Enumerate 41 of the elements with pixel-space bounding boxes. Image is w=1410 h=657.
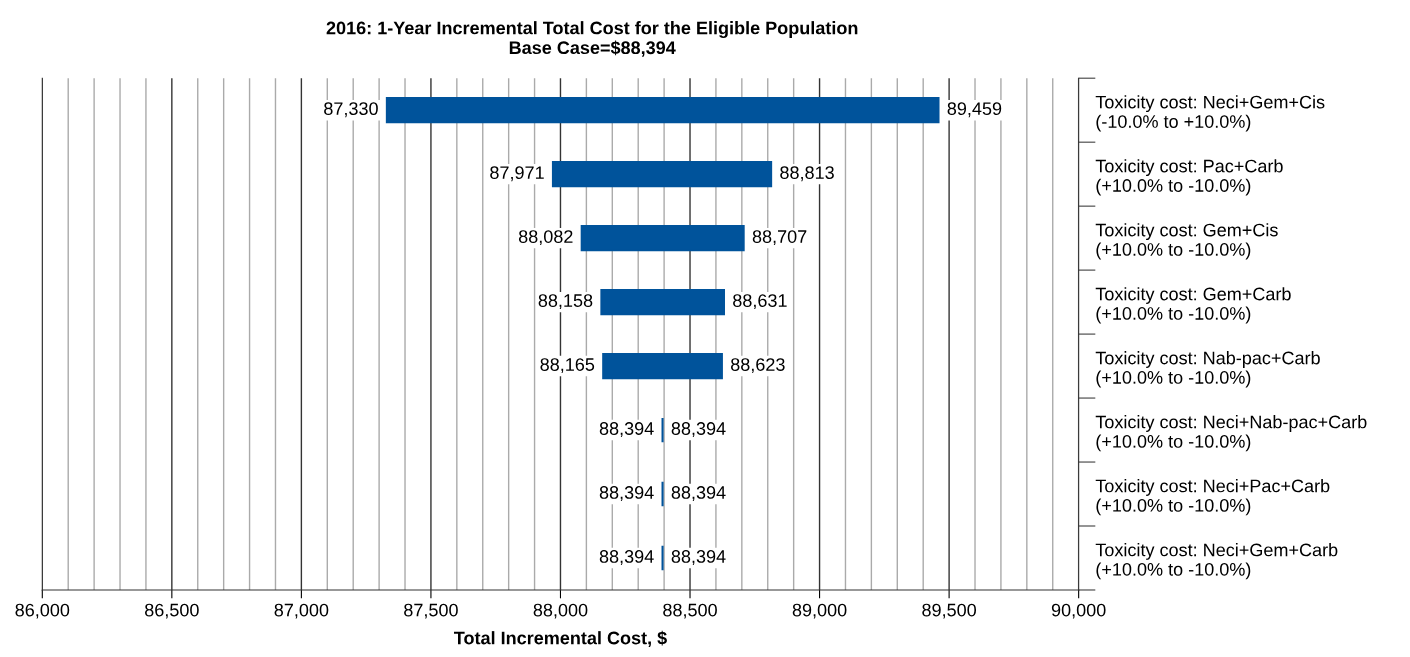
bar — [600, 288, 725, 316]
chart-title: 2016: 1-Year Incremental Total Cost for the Eligible Population — [326, 21, 858, 39]
y-tick-label: Toxicity cost: Nab-pac+Carb (+10.0% to -10.0%) — [1095, 351, 1320, 388]
annotation: 88,394 — [671, 550, 726, 565]
bar — [551, 160, 773, 188]
x-tick-label: 89,500 — [922, 603, 977, 619]
x-tick-label: 89,000 — [792, 603, 847, 619]
x-axis-title: Total Incremental Cost, $ — [454, 630, 667, 647]
annotation: 88,394 — [671, 422, 726, 438]
annotation: 88,631 — [733, 294, 787, 310]
x-tick-label: 90,000 — [1051, 603, 1106, 619]
x-tick-label: 86,500 — [145, 603, 199, 619]
y-tick-label: Toxicity cost: Gem+Carb (+10.0% to -10.0%) — [1095, 287, 1291, 324]
annotation: 88,394 — [599, 550, 654, 565]
x-tick-label: 88,000 — [533, 603, 588, 619]
x-tick-label: 88,500 — [663, 603, 717, 619]
annotation: 88,165 — [540, 358, 595, 374]
annotation: 87,330 — [324, 102, 378, 118]
annotation: 87,971 — [490, 166, 544, 182]
bar — [602, 352, 723, 380]
annotation: 88,394 — [599, 486, 654, 501]
chart-subtitle: Base Case=$88,394 — [509, 40, 676, 57]
annotation: 88,158 — [538, 294, 593, 310]
annotation: 88,394 — [599, 422, 654, 438]
x-tick-label: 86,000 — [15, 603, 70, 619]
y-tick-label: Toxicity cost: Neci+Pac+Carb (+10.0% to -10.0%) — [1095, 479, 1330, 516]
y-tick-label: Toxicity cost: Neci+Gem+Cis (-10.0% to +10.0%) — [1095, 95, 1325, 132]
annotation: 88,082 — [518, 230, 573, 246]
annotation: 88,394 — [671, 486, 726, 501]
x-tick-label: 87,500 — [404, 603, 458, 619]
y-tick-label: Toxicity cost: Gem+Cis (+10.0% to -10.0%) — [1095, 223, 1278, 260]
annotation: 89,459 — [947, 102, 1002, 118]
annotation: 88,813 — [780, 166, 834, 182]
bar — [385, 96, 940, 124]
y-tick-label: Toxicity cost: Pac+Carb (+10.0% to -10.0%) — [1095, 159, 1283, 196]
y-tick-label: Toxicity cost: Neci+Nab-pac+Carb (+10.0% to -10.0%) — [1095, 415, 1367, 452]
bar — [580, 224, 745, 252]
y-tick-label: Toxicity cost: Neci+Gem+Carb (+10.0% to -10.0%) — [1095, 543, 1338, 580]
x-tick-label: 87,000 — [274, 603, 329, 619]
annotation: 88,707 — [752, 230, 807, 246]
annotation: 88,623 — [731, 358, 785, 374]
